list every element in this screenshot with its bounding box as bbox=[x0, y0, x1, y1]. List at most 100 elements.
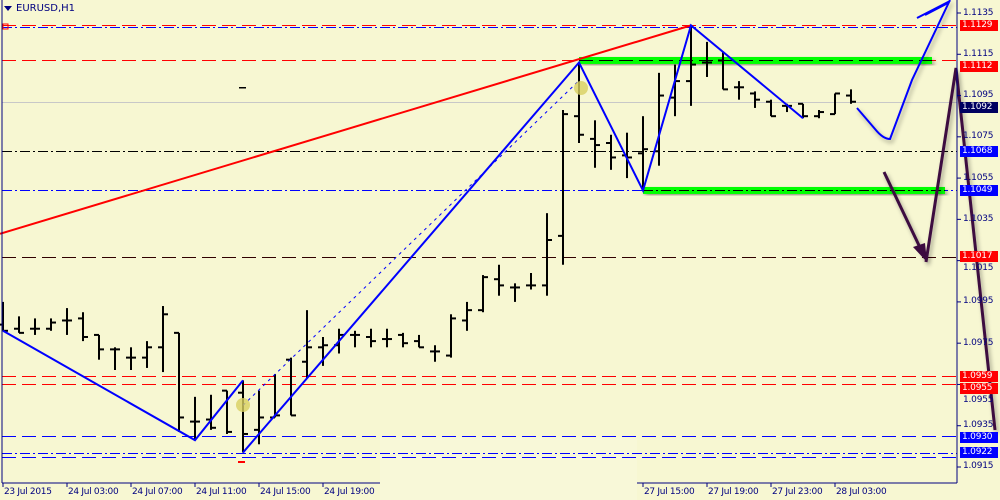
price-level-label: 1.1092 bbox=[960, 102, 998, 114]
ohlc-bar bbox=[142, 341, 152, 368]
ohlc-bar bbox=[830, 92, 840, 116]
ohlc-bar bbox=[638, 116, 648, 191]
price-level-label: 1.1129 bbox=[960, 19, 998, 31]
forecast-line-purple bbox=[924, 67, 997, 431]
price-level-label: 1.0930 bbox=[960, 432, 998, 444]
anchor-marker bbox=[236, 398, 250, 412]
blank-region bbox=[380, 437, 637, 500]
symbol-title: EURUSD,H1 bbox=[16, 3, 76, 14]
zone-bar bbox=[579, 56, 932, 64]
forecast-arrow-down bbox=[882, 171, 927, 259]
time-tick-label: 24 Jul 19:00 bbox=[324, 487, 375, 497]
price-level-label: 1.0922 bbox=[960, 447, 998, 459]
price-tick-label: 1.1135 bbox=[963, 7, 994, 18]
ohlc-bar bbox=[382, 328, 392, 348]
anchor-marker bbox=[574, 81, 588, 95]
ohlc-bar bbox=[702, 41, 712, 77]
ohlc-bar bbox=[510, 283, 520, 302]
ohlc-bar bbox=[318, 336, 328, 366]
time-tick-label: 24 Jul 07:00 bbox=[132, 487, 183, 497]
time-tick-label: 27 Jul 15:00 bbox=[644, 487, 695, 497]
price-level-label: 1.1112 bbox=[960, 60, 998, 72]
ohlc-bar bbox=[126, 347, 136, 371]
ohlc-bar bbox=[158, 306, 168, 373]
price-tick-label: 1.1115 bbox=[963, 48, 994, 59]
ohlc-bar bbox=[766, 99, 776, 118]
ohlc-bar bbox=[622, 132, 632, 179]
ohlc-bar bbox=[366, 328, 376, 348]
low-marker bbox=[238, 461, 245, 463]
ohlc-bar bbox=[814, 109, 824, 119]
forecast-arrowhead-blue bbox=[916, 0, 951, 19]
time-tick-label: 24 Jul 03:00 bbox=[68, 487, 119, 497]
ohlc-bar bbox=[446, 314, 456, 358]
time-tick-label: 24 Jul 11:00 bbox=[196, 487, 247, 497]
time-tick-label: 27 Jul 19:00 bbox=[708, 487, 759, 497]
ohlc-bar bbox=[734, 81, 744, 100]
ohlc-bar bbox=[0, 301, 8, 332]
ohlc-bar bbox=[414, 334, 424, 349]
price-tick-label: 1.0975 bbox=[963, 337, 994, 348]
ohlc-bar bbox=[590, 120, 600, 168]
price-tick-label: 1.0915 bbox=[963, 461, 994, 472]
ohlc-bar bbox=[222, 389, 232, 434]
time-tick-label: 27 Jul 23:00 bbox=[772, 487, 823, 497]
ohlc-bar bbox=[46, 318, 56, 331]
ohlc-bar bbox=[574, 62, 584, 144]
price-tick-label: 1.1015 bbox=[963, 263, 994, 273]
price-tick-label: 1.1055 bbox=[963, 172, 994, 183]
trendline bbox=[0, 24, 692, 235]
price-level-label: 1.0955 bbox=[960, 382, 998, 394]
ohlc-bar bbox=[174, 331, 184, 432]
price-level-label: 1.0959 bbox=[960, 370, 998, 382]
ohlc-bar bbox=[30, 318, 40, 335]
ohlc-bar bbox=[14, 316, 24, 334]
price-tick-label: 1.0935 bbox=[963, 420, 994, 431]
ohlc-bar bbox=[558, 109, 568, 265]
zigzag-line bbox=[2, 329, 244, 442]
arrowhead-icon bbox=[913, 243, 927, 262]
ohlc-bar bbox=[750, 91, 760, 108]
price-tick-label: 1.1095 bbox=[963, 90, 994, 101]
ohlc-bar bbox=[238, 380, 248, 453]
ohlc-bar bbox=[190, 396, 200, 441]
ohlc-bar bbox=[846, 89, 856, 104]
zigzag-line bbox=[242, 23, 804, 454]
forecast-drawings bbox=[2, 0, 997, 463]
mini-marker bbox=[239, 87, 246, 89]
ohlc-bar bbox=[494, 264, 504, 296]
forecast-curve-blue bbox=[856, 0, 951, 141]
price-level-label: 1.1049 bbox=[960, 184, 998, 196]
price-tick-label: 1.1075 bbox=[963, 131, 994, 142]
time-tick-label: 28 Jul 03:00 bbox=[836, 487, 887, 497]
ohlc-bar bbox=[398, 332, 408, 348]
chart-title[interactable]: EURUSD,H1 bbox=[4, 3, 75, 14]
ohlc-bar bbox=[478, 275, 488, 313]
triangle-down-icon[interactable] bbox=[4, 6, 12, 11]
ohlc-bar bbox=[686, 25, 696, 106]
time-tick-label: 23 Jul 2015 bbox=[4, 487, 52, 497]
ohlc-bar bbox=[110, 347, 120, 371]
price-tick-label: 1.0995 bbox=[963, 296, 994, 307]
price-level-label: 1.1068 bbox=[960, 145, 998, 157]
ohlc-bar bbox=[94, 333, 104, 360]
ohlc-bar bbox=[606, 134, 616, 170]
price-tick-label: 1.1035 bbox=[963, 213, 994, 224]
ohlc-bar bbox=[302, 310, 312, 379]
ohlc-bar bbox=[542, 213, 552, 296]
ohlc-bar bbox=[526, 273, 536, 290]
ohlc-bar bbox=[350, 330, 360, 348]
ohlc-bar bbox=[718, 52, 728, 91]
zigzag-dotted bbox=[242, 80, 580, 406]
anchor-square bbox=[2, 23, 9, 30]
ohlc-bar bbox=[78, 312, 88, 342]
time-tick-label: 24 Jul 15:00 bbox=[260, 487, 311, 497]
ohlc-bar bbox=[430, 345, 440, 362]
ohlc-bar bbox=[62, 308, 72, 335]
ohlc-bar bbox=[206, 394, 216, 430]
price-level-label: 1.1017 bbox=[960, 251, 998, 262]
ohlc-bar bbox=[462, 301, 472, 331]
price-tick-label: 1.0955 bbox=[963, 394, 994, 405]
ohlc-bar bbox=[286, 357, 296, 417]
